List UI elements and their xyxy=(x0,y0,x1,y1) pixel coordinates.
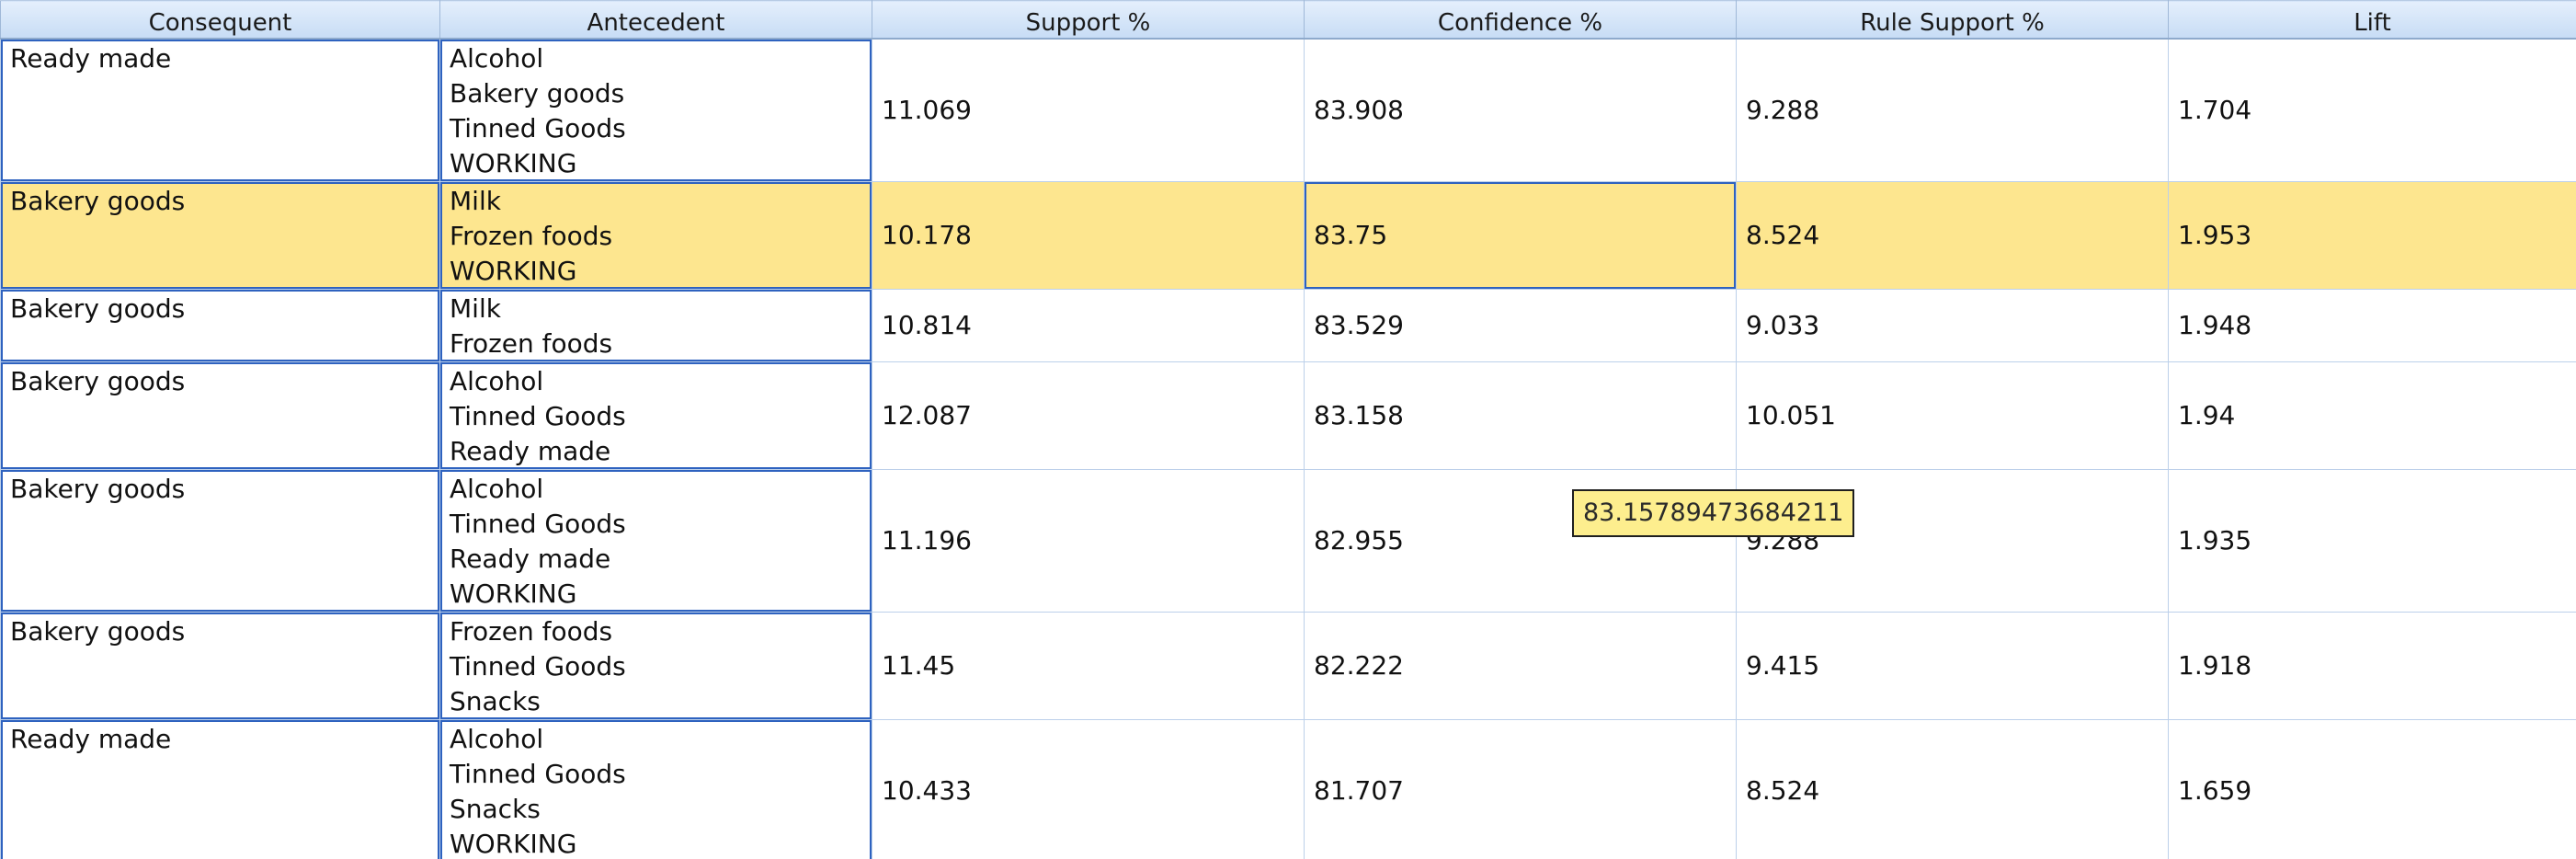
antecedent-item: Snacks xyxy=(450,794,541,824)
antecedent-item: Ready made xyxy=(450,436,611,466)
cell-consequent[interactable]: Ready made xyxy=(0,719,440,859)
cell-lift[interactable]: 1.948 xyxy=(2168,289,2576,362)
table-row[interactable]: Bakery goods Milk Frozen foods 10.814 83.529… xyxy=(0,289,2576,362)
antecedent-item: Ready made xyxy=(450,544,611,574)
column-header-label: Rule Support % xyxy=(1860,9,2045,37)
antecedent-item: Tinned Goods xyxy=(450,509,626,539)
cell-consequent[interactable]: Bakery goods xyxy=(0,289,440,362)
cell-support[interactable]: 11.45 xyxy=(872,612,1305,720)
antecedent-item: Alcohol xyxy=(450,43,544,74)
column-header-label: Consequent xyxy=(148,9,292,37)
table-row[interactable]: Bakery goods Alcohol Tinned Goods Ready mad… xyxy=(0,469,2576,613)
column-header-label: Lift xyxy=(2354,9,2391,37)
antecedent-item: Tinned Goods xyxy=(450,651,626,681)
antecedent-item: WORKING xyxy=(450,829,577,859)
cell-rule-support[interactable]: 9.415 xyxy=(1736,612,2169,720)
cell-value-tooltip: 83.15789473684211 xyxy=(1572,489,1855,537)
column-header-confidence[interactable]: Confidence % xyxy=(1304,0,1737,40)
cell-lift[interactable]: 1.935 xyxy=(2168,469,2576,613)
cell-consequent[interactable]: Ready made xyxy=(0,38,440,182)
cell-rule-support[interactable]: 8.524 xyxy=(1736,719,2169,859)
cell-support[interactable]: 11.069 xyxy=(872,38,1305,182)
cell-rule-support[interactable]: 9.033 xyxy=(1736,289,2169,362)
cell-antecedent[interactable]: Milk Frozen foods WORKING xyxy=(439,181,872,290)
antecedent-item: Milk xyxy=(450,293,501,324)
cell-antecedent[interactable]: Alcohol Tinned Goods Ready made xyxy=(439,361,872,470)
cell-support[interactable]: 10.814 xyxy=(872,289,1305,362)
consequent-text: Ready made xyxy=(10,724,172,754)
column-header-support[interactable]: Support % xyxy=(872,0,1305,40)
antecedent-item: WORKING xyxy=(450,256,577,286)
antecedent-item: Tinned Goods xyxy=(450,759,626,789)
cell-confidence[interactable]: 83.158 xyxy=(1304,361,1737,470)
cell-support[interactable]: 12.087 xyxy=(872,361,1305,470)
column-header-label: Antecedent xyxy=(587,9,725,37)
table-row[interactable]: Ready made Alcohol Bakery goods Tinned Good… xyxy=(0,38,2576,182)
consequent-text: Bakery goods xyxy=(10,474,186,504)
consequent-text: Bakery goods xyxy=(10,293,186,324)
cell-consequent[interactable]: Bakery goods xyxy=(0,469,440,613)
cell-confidence[interactable]: 83.529 xyxy=(1304,289,1737,362)
cell-lift[interactable]: 1.704 xyxy=(2168,38,2576,182)
cell-lift[interactable]: 1.94 xyxy=(2168,361,2576,470)
table-body: Ready made Alcohol Bakery goods Tinned Good… xyxy=(0,38,2576,859)
cell-antecedent[interactable]: Alcohol Bakery goods Tinned Goods WORKING xyxy=(439,38,872,182)
antecedent-item: Frozen foods xyxy=(450,221,613,251)
antecedent-item: Snacks xyxy=(450,686,541,716)
antecedent-item: WORKING xyxy=(450,148,577,178)
antecedent-item: Tinned Goods xyxy=(450,113,626,143)
cell-support[interactable]: 10.178 xyxy=(872,181,1305,290)
cell-confidence[interactable]: 83.908 xyxy=(1304,38,1737,182)
cell-rule-support[interactable]: 8.524 xyxy=(1736,181,2169,290)
cell-confidence[interactable]: 81.707 xyxy=(1304,719,1737,859)
antecedent-item: Bakery goods xyxy=(450,78,625,109)
cell-antecedent[interactable]: Milk Frozen foods xyxy=(439,289,872,362)
table-row[interactable]: Bakery goods Alcohol Tinned Goods Ready mad… xyxy=(0,361,2576,470)
cell-confidence[interactable]: 83.75 xyxy=(1304,181,1737,290)
cell-antecedent[interactable]: Alcohol Tinned Goods Ready made WORKING xyxy=(439,469,872,613)
cell-rule-support[interactable]: 10.051 xyxy=(1736,361,2169,470)
antecedent-item: WORKING xyxy=(450,578,577,609)
table-row[interactable]: Ready made Alcohol Tinned Goods Snacks WORKI… xyxy=(0,719,2576,859)
antecedent-item: Alcohol xyxy=(450,724,544,754)
column-header-label: Confidence % xyxy=(1437,9,1603,37)
table-row[interactable]: Bakery goods Milk Frozen foods WORKING 10.17… xyxy=(0,181,2576,290)
cell-lift[interactable]: 1.659 xyxy=(2168,719,2576,859)
column-header-antecedent[interactable]: Antecedent xyxy=(439,0,872,40)
cell-consequent[interactable]: Bakery goods xyxy=(0,361,440,470)
cell-lift[interactable]: 1.953 xyxy=(2168,181,2576,290)
cell-lift[interactable]: 1.918 xyxy=(2168,612,2576,720)
consequent-text: Ready made xyxy=(10,43,172,74)
column-header-consequent[interactable]: Consequent xyxy=(0,0,440,40)
antecedent-item: Alcohol xyxy=(450,366,544,396)
cell-consequent[interactable]: Bakery goods xyxy=(0,612,440,720)
column-header-label: Support % xyxy=(1025,9,1151,37)
antecedent-item: Alcohol xyxy=(450,474,544,504)
consequent-text: Bakery goods xyxy=(10,366,186,396)
column-header-rule-support[interactable]: Rule Support % xyxy=(1736,0,2169,40)
cell-consequent[interactable]: Bakery goods xyxy=(0,181,440,290)
cell-rule-support[interactable]: 9.288 xyxy=(1736,38,2169,182)
antecedent-item: Milk xyxy=(450,186,501,216)
cell-antecedent[interactable]: Alcohol Tinned Goods Snacks WORKING xyxy=(439,719,872,859)
antecedent-item: Frozen foods xyxy=(450,328,613,359)
column-header-lift[interactable]: Lift xyxy=(2168,0,2576,40)
table-row[interactable]: Bakery goods Frozen foods Tinned Goods Snac… xyxy=(0,612,2576,720)
cell-antecedent[interactable]: Frozen foods Tinned Goods Snacks xyxy=(439,612,872,720)
consequent-text: Bakery goods xyxy=(10,186,186,216)
header-row: Consequent Antecedent Support % Confiden… xyxy=(0,0,2576,40)
consequent-text: Bakery goods xyxy=(10,616,186,647)
cell-confidence[interactable]: 82.222 xyxy=(1304,612,1737,720)
cell-support[interactable]: 10.433 xyxy=(872,719,1305,859)
cell-support[interactable]: 11.196 xyxy=(872,469,1305,613)
antecedent-item: Frozen foods xyxy=(450,616,613,647)
antecedent-item: Tinned Goods xyxy=(450,401,626,431)
